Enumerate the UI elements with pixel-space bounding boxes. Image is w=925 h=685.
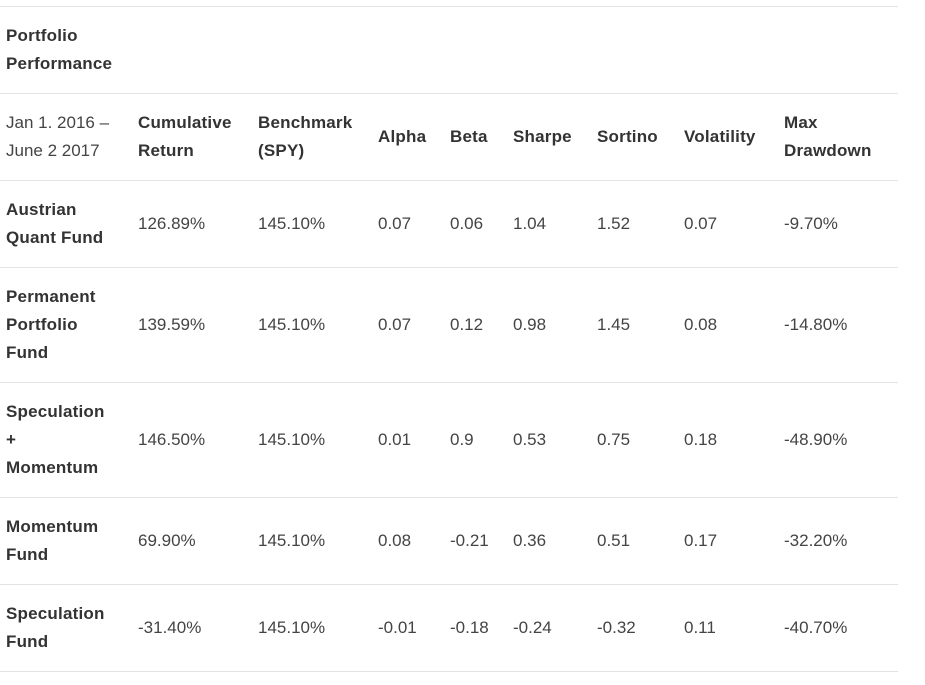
sortino-header: Sortino <box>597 127 658 146</box>
max-drawdown-cell: -14.80% <box>784 315 848 334</box>
fund-name: Permanent Portfolio Fund <box>6 287 96 362</box>
sharpe-cell: 0.53 <box>513 430 547 449</box>
benchmark-cell: 145.10% <box>258 430 326 449</box>
fund-name: Speculation Fund <box>6 604 105 651</box>
max-drawdown-cell: -9.70% <box>784 214 838 233</box>
alpha-cell: 0.07 <box>378 214 412 233</box>
table-row: Momentum Fund 69.90% 145.10% 0.08 -0.21 … <box>0 498 898 585</box>
cumulative-return-cell: 146.50% <box>138 430 206 449</box>
benchmark-cell: 145.10% <box>258 531 326 550</box>
portfolio-performance-table: Portfolio Performance Jan 1. 2016 – June… <box>0 6 898 672</box>
volatility-cell: 0.17 <box>684 531 718 550</box>
alpha-cell: -0.01 <box>378 618 417 637</box>
sortino-cell: 1.52 <box>597 214 631 233</box>
alpha-cell: 0.01 <box>378 430 412 449</box>
sortino-cell: 1.45 <box>597 315 631 334</box>
date-range-header: Jan 1. 2016 – June 2 2017 <box>6 113 110 160</box>
cumulative-return-cell: 126.89% <box>138 214 206 233</box>
sharpe-cell: 1.04 <box>513 214 547 233</box>
sharpe-cell: 0.98 <box>513 315 547 334</box>
cumulative-return-cell: 139.59% <box>138 315 206 334</box>
table-row: Austrian Quant Fund 126.89% 145.10% 0.07… <box>0 181 898 268</box>
volatility-cell: 0.18 <box>684 430 718 449</box>
fund-name: Austrian Quant Fund <box>6 200 104 247</box>
sharpe-header: Sharpe <box>513 127 572 146</box>
fund-name: Speculation + Momentum <box>6 402 105 477</box>
max-drawdown-cell: -32.20% <box>784 531 848 550</box>
benchmark-header: Benchmark (SPY) <box>258 113 353 160</box>
volatility-header: Volatility <box>684 127 756 146</box>
beta-cell: 0.06 <box>450 214 484 233</box>
max-drawdown-cell: -48.90% <box>784 430 848 449</box>
max-drawdown-header: Max Drawdown <box>784 113 872 160</box>
volatility-cell: 0.07 <box>684 214 718 233</box>
benchmark-cell: 145.10% <box>258 618 326 637</box>
beta-cell: 0.9 <box>450 430 474 449</box>
alpha-cell: 0.07 <box>378 315 412 334</box>
table-row: Permanent Portfolio Fund 139.59% 145.10%… <box>0 268 898 383</box>
sortino-cell: -0.32 <box>597 618 636 637</box>
sharpe-cell: -0.24 <box>513 618 552 637</box>
beta-cell: -0.21 <box>450 531 489 550</box>
cumulative-return-cell: -31.40% <box>138 618 202 637</box>
title-row: Portfolio Performance <box>0 7 898 94</box>
top-divider <box>0 6 898 7</box>
benchmark-cell: 145.10% <box>258 214 326 233</box>
table-row: Speculation + Momentum 146.50% 145.10% 0… <box>0 383 898 498</box>
sortino-cell: 0.75 <box>597 430 631 449</box>
beta-cell: -0.18 <box>450 618 489 637</box>
fund-name: Momentum Fund <box>6 517 99 564</box>
sharpe-cell: 0.36 <box>513 531 547 550</box>
volatility-cell: 0.11 <box>684 618 716 637</box>
alpha-header: Alpha <box>378 127 427 146</box>
beta-header: Beta <box>450 127 488 146</box>
alpha-cell: 0.08 <box>378 531 412 550</box>
beta-cell: 0.12 <box>450 315 484 334</box>
cumulative-return-cell: 69.90% <box>138 531 196 550</box>
max-drawdown-cell: -40.70% <box>784 618 848 637</box>
volatility-cell: 0.08 <box>684 315 718 334</box>
benchmark-cell: 145.10% <box>258 315 326 334</box>
table-row: Speculation Fund -31.40% 145.10% -0.01 -… <box>0 585 898 672</box>
cumulative-return-header: Cumulative Return <box>138 113 232 160</box>
header-row: Jan 1. 2016 – June 2 2017 Cumulative Ret… <box>0 94 898 181</box>
table-title: Portfolio Performance <box>6 26 113 73</box>
sortino-cell: 0.51 <box>597 531 631 550</box>
